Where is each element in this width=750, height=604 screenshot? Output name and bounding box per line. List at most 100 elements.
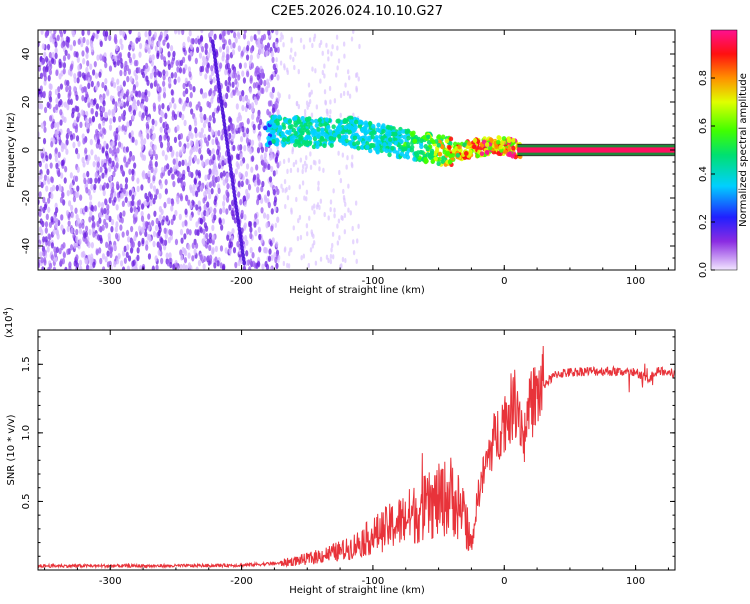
heatmap-ridge-cell: [496, 135, 501, 140]
heatmap-cell: [224, 101, 228, 109]
heatmap-cell: [173, 113, 178, 121]
heatmap-cell: [66, 79, 70, 87]
heatmap-cell: [193, 155, 197, 162]
heatmap-cell: [187, 243, 191, 251]
heatmap-cell: [134, 90, 138, 97]
heatmap-cell: [73, 76, 77, 84]
heatmap-cell: [283, 179, 287, 185]
heatmap-cell: [330, 247, 333, 253]
heatmap-cell: [157, 104, 162, 111]
heatmap-cell: [214, 256, 218, 263]
heatmap-cell: [252, 82, 256, 89]
heatmap-cell: [71, 107, 75, 114]
heatmap-cell: [272, 63, 276, 71]
heatmap-cell: [204, 136, 208, 144]
heatmap-cell: [160, 53, 164, 60]
heatmap-cell: [162, 39, 166, 46]
heatmap-cell: [125, 146, 130, 153]
heatmap-cell: [137, 199, 142, 206]
heatmap-cell: [39, 251, 43, 258]
heatmap-cell: [74, 175, 79, 182]
colorbar-gradient: [711, 30, 737, 270]
heatmap-cell: [282, 42, 285, 48]
heatmap-cell: [200, 127, 204, 134]
heatmap-cell: [326, 111, 329, 117]
heatmap-cell: [69, 44, 73, 51]
heatmap-cell: [242, 265, 246, 270]
heatmap-cell: [281, 34, 284, 40]
heatmap-cell: [242, 33, 247, 40]
heatmap-cell: [52, 137, 56, 144]
heatmap-cell: [225, 208, 229, 215]
heatmap-cell: [144, 30, 148, 38]
heatmap-cell: [271, 56, 275, 64]
heatmap-cell: [54, 52, 58, 60]
heatmap-cell: [243, 62, 247, 69]
heatmap-cell: [70, 227, 74, 234]
heatmap-cell: [226, 234, 230, 241]
heatmap-cell: [245, 54, 250, 61]
heatmap-ridge-cell: [412, 156, 417, 162]
heatmap-cell: [127, 68, 132, 75]
heatmap-cell: [115, 204, 119, 211]
heatmap-cell: [168, 252, 172, 259]
heatmap-cell: [142, 154, 147, 162]
heatmap-cell: [309, 151, 312, 157]
heatmap-cell: [246, 259, 250, 266]
heatmap-cell: [99, 53, 103, 60]
heatmap-cell: [147, 213, 151, 220]
heatmap-cell: [195, 266, 199, 270]
heatmap-ridge-cell: [448, 140, 453, 146]
heatmap-cell: [114, 232, 119, 240]
heatmap-ridge-cell: [280, 131, 285, 137]
heatmap-cell: [257, 135, 261, 142]
heatmap-cell: [51, 57, 55, 65]
heatmap-cell: [269, 266, 273, 270]
heatmap-cell: [138, 225, 142, 232]
heatmap-cell: [193, 248, 197, 255]
heatmap-cell: [53, 255, 58, 263]
heatmap-ridge-cell: [323, 121, 328, 127]
heatmap-cell: [169, 261, 173, 269]
heatmap-cell: [241, 70, 245, 77]
heatmap-cell: [103, 162, 107, 170]
heatmap-cell: [229, 241, 234, 248]
heatmap-cell: [192, 145, 196, 153]
heatmap-cell: [208, 90, 212, 97]
heatmap-cell: [184, 208, 188, 215]
heatmap-cell: [49, 83, 53, 91]
heatmap-cell: [129, 76, 133, 83]
heatmap-cell: [137, 31, 141, 39]
heatmap-cell: [74, 207, 78, 214]
heatmap-cell: [102, 100, 106, 107]
heatmap-cell: [44, 30, 49, 38]
heatmap-cell: [134, 139, 138, 146]
heatmap-cell: [149, 182, 153, 190]
heatmap-ridge-cell: [462, 142, 467, 148]
heatmap-cell: [296, 167, 300, 173]
heatmap-cell: [153, 31, 157, 39]
heatmap-cell: [129, 247, 134, 254]
heatmap-cell: [175, 262, 179, 269]
heatmap-cell: [309, 247, 313, 253]
heatmap-cell: [267, 163, 271, 171]
heatmap-cell: [258, 47, 262, 55]
heatmap-ridge-cell: [372, 137, 378, 143]
heatmap-cell: [251, 155, 255, 162]
heatmap-cell: [243, 30, 247, 34]
heatmap-cell: [313, 203, 316, 209]
heatmap-cell: [100, 201, 105, 209]
heatmap-cell: [256, 74, 260, 81]
heatmap-ridge-cell: [419, 144, 424, 150]
heatmap-cell: [333, 207, 336, 213]
heatmap-cell: [164, 232, 168, 240]
heatmap-cell: [104, 198, 108, 205]
heatmap-cell: [89, 63, 93, 70]
heatmap-cell: [148, 30, 152, 37]
heatmap-cell: [249, 258, 253, 265]
heatmap-cell: [205, 117, 209, 124]
heatmap-cell: [208, 115, 212, 122]
heatmap-cell: [101, 224, 105, 231]
heatmap-ridge-cell: [451, 148, 456, 154]
